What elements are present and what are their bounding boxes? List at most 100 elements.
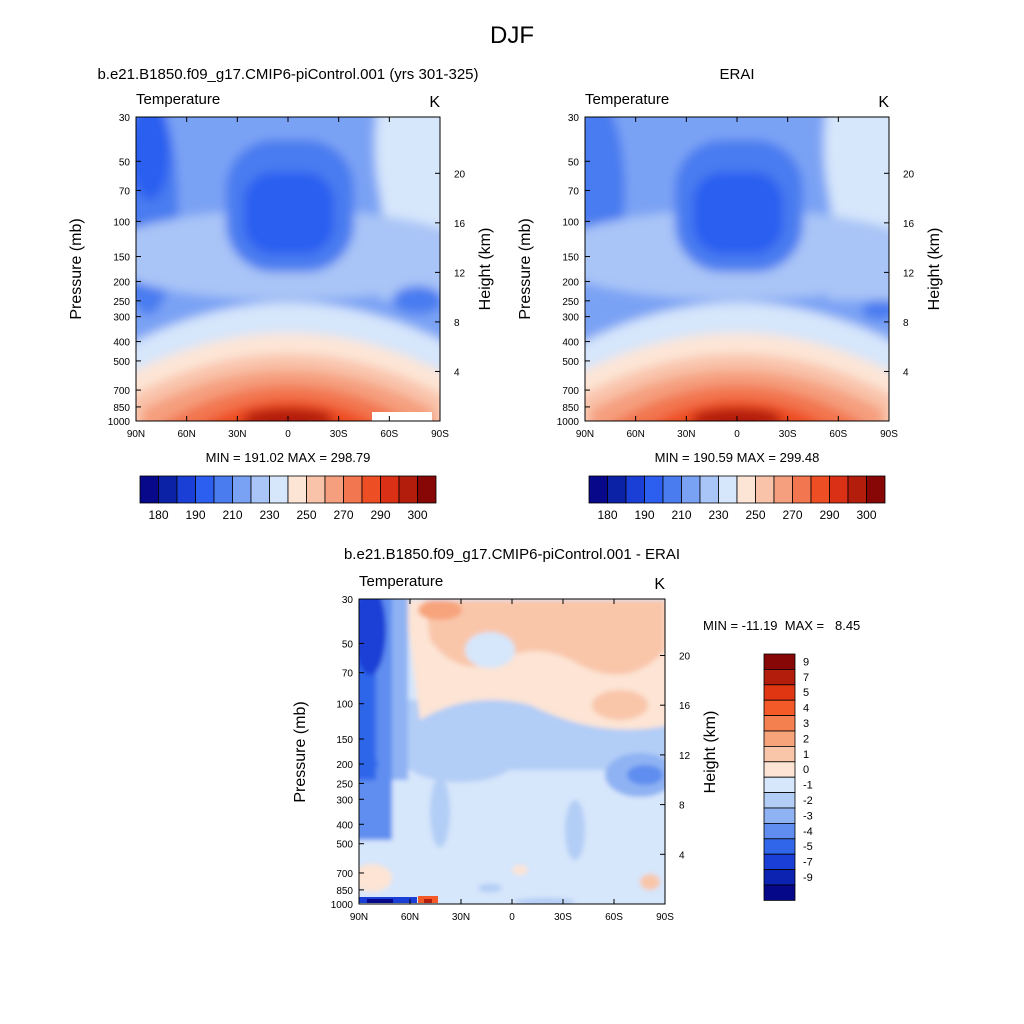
panel-model-colorbar-swatch	[176, 475, 196, 504]
panel-model-units-label: K	[429, 94, 440, 111]
panel-model-height-ticks: 20 16 12 8 4	[435, 169, 466, 378]
panel-difference-y-tick-label: 70	[342, 669, 354, 680]
panel-model-colorbar-swatch	[250, 475, 270, 504]
panel-difference-height-tick-label: 12	[679, 751, 691, 762]
panel-difference-y-tick-label: 700	[336, 869, 353, 880]
panel-model-height-tick-label: 8	[454, 318, 460, 329]
panel-erai-height-tick-label: 4	[903, 367, 909, 378]
panel-difference-y-tick-label: 100	[336, 700, 353, 711]
panel-erai-colorbar-swatch	[755, 475, 775, 504]
panel-model-colorbar-label: 270	[333, 508, 353, 522]
panel-erai-height-tick-label: 12	[903, 268, 915, 279]
panel-erai-colorbar: 180 190 210 230 250 270 290 300	[588, 475, 886, 522]
panel-erai-colorbar-swatch	[607, 475, 627, 504]
panel-model-y-tick-label: 250	[113, 297, 130, 308]
panel-difference-colorbar-swatch	[763, 869, 796, 886]
panel-erai-y-tick-label: 700	[562, 386, 579, 397]
panel-model-colorbar-swatch	[287, 475, 307, 504]
panel-erai-y-tick-label: 100	[562, 217, 579, 228]
panel-erai: ERAI Temperature K	[517, 66, 943, 522]
panel-erai-field	[585, 117, 889, 421]
panel-model-colorbar-label: 180	[148, 508, 168, 522]
panel-difference-colorbar-label: -4	[803, 826, 813, 838]
panel-difference-x-tick-label: 90S	[656, 912, 674, 923]
panel-erai-y-tick-label: 30	[568, 113, 580, 124]
panel-model-x-tick-label: 90S	[431, 429, 449, 440]
panel-model-colorbar-label: 300	[407, 508, 427, 522]
panel-model-colorbar-swatch	[158, 475, 178, 504]
panel-model-colorbar-swatch	[269, 475, 289, 504]
panel-difference-colorbar-swatch	[763, 699, 796, 717]
panel-difference-ylabel: Pressure (mb)	[292, 701, 309, 802]
panel-difference-colorbar-label: 0	[803, 764, 809, 776]
panel-model-colorbar-swatch	[139, 475, 159, 504]
panel-difference-contour-fill	[359, 599, 665, 904]
panel-model-x-tick-label: 90N	[127, 429, 145, 440]
panel-difference-colorbar-swatch	[763, 776, 796, 794]
panel-difference-colorbar-swatch	[763, 807, 796, 824]
panel-model-colorbar-label: 210	[222, 508, 242, 522]
panel-model-colorbar-swatch	[324, 475, 344, 504]
panel-erai-colorbar-swatch	[847, 475, 867, 504]
panel-difference-height-tick-label: 20	[679, 651, 691, 662]
panel-model-variable-label: Temperature	[136, 91, 220, 108]
panel-difference-variable-label: Temperature	[359, 573, 443, 590]
panel-model-contour-fill	[136, 117, 440, 421]
panel-erai-title: ERAI	[719, 66, 754, 83]
panel-model-y-tick-label: 400	[113, 338, 130, 349]
panel-erai-height-tick-label: 8	[903, 318, 909, 329]
panel-model-y-tick-label: 100	[113, 217, 130, 228]
panel-difference-y-tick-label: 850	[336, 886, 353, 897]
panel-model-x-tick-label: 0	[285, 429, 291, 440]
panel-erai-colorbar-swatch	[829, 475, 849, 504]
panel-erai-y-tick-label: 400	[562, 338, 579, 349]
panel-difference-colorbar-label: -5	[803, 841, 813, 853]
panel-difference-colorbar-label: 1	[803, 749, 809, 761]
panel-difference-units-label: K	[654, 576, 665, 593]
panel-difference-x-tick-label: 90N	[350, 912, 368, 923]
panel-difference-colorbar-swatch	[763, 792, 796, 809]
panel-difference-ylabel-right: Height (km)	[702, 711, 719, 794]
panel-difference-height-tick-label: 16	[679, 701, 691, 712]
panel-model-field	[136, 117, 440, 421]
panel-erai-y-tick-label: 1000	[557, 417, 580, 428]
panel-erai-colorbar-swatch	[644, 475, 664, 504]
panel-model-x-ticks: 90N 60N 30N 0 30S 60S 90S	[127, 117, 449, 440]
panel-model-y-tick-label: 1000	[108, 417, 131, 428]
panel-model-height-tick-label: 20	[454, 169, 466, 180]
panel-difference-colorbar-label: -7	[803, 857, 813, 869]
panel-difference-y-tick-label: 150	[336, 735, 353, 746]
panel-difference-colorbar-label: -3	[803, 810, 813, 822]
panel-model-x-tick-label: 30S	[330, 429, 348, 440]
panel-erai-colorbar-label: 180	[597, 508, 617, 522]
panel-erai-colorbar-swatch	[792, 475, 812, 504]
panel-model-colorbar-swatch	[398, 475, 418, 504]
panel-model-x-tick-label: 60N	[177, 429, 195, 440]
panel-erai-units-label: K	[878, 94, 889, 111]
panel-erai-colorbar-swatch	[588, 475, 608, 504]
panel-difference-height-tick-label: 4	[679, 850, 685, 861]
panel-difference: b.e21.B1850.f09_g17.CMIP6-piControl.001 …	[292, 546, 860, 923]
panel-model-y-tick-label: 300	[113, 313, 130, 324]
panel-erai-x-ticks: 90N 60N 30N 0 30S 60S 90S	[576, 117, 898, 440]
panel-difference-y-tick-label: 500	[336, 840, 353, 851]
panel-difference-x-tick-label: 0	[509, 912, 515, 923]
panel-model-y-tick-label: 150	[113, 253, 130, 264]
panel-erai-colorbar-swatch	[866, 475, 886, 504]
panel-erai-x-tick-label: 30S	[779, 429, 797, 440]
panel-erai-height-tick-label: 16	[903, 219, 915, 230]
panel-erai-x-tick-label: 0	[734, 429, 740, 440]
panel-difference-title: b.e21.B1850.f09_g17.CMIP6-piControl.001 …	[344, 546, 680, 563]
panel-difference-stats: MIN = -11.19 MAX = 8.45	[703, 618, 860, 633]
panel-difference-colorbar-label: 9	[803, 656, 809, 668]
panel-difference-y-tick-label: 1000	[331, 900, 354, 911]
panel-erai-colorbar-swatch	[662, 475, 682, 504]
panel-model-colorbar-swatch	[232, 475, 252, 504]
panel-difference-colorbar-label: 2	[803, 733, 809, 745]
panel-difference-x-tick-label: 30S	[554, 912, 572, 923]
panel-erai-colorbar-label: 300	[856, 508, 876, 522]
panel-difference-height-tick-label: 8	[679, 801, 685, 812]
panel-model-y-tick-label: 500	[113, 357, 130, 368]
panel-erai-y-tick-label: 150	[562, 253, 579, 264]
